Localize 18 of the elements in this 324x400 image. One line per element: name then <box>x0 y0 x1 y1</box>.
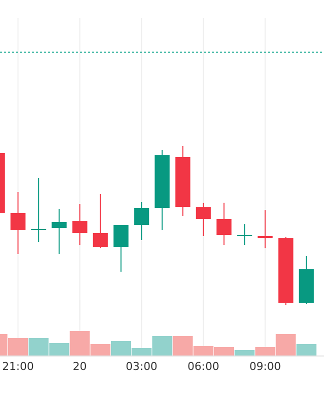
x-tick-label: 03:00 <box>126 360 158 373</box>
bar <box>234 350 255 356</box>
candlestick <box>196 202 211 236</box>
candlestick <box>114 224 128 272</box>
candlestick <box>134 201 150 240</box>
x-tick-label: 21:00 <box>2 360 34 373</box>
candlestick <box>237 224 252 246</box>
x-tick-label: 09:00 <box>249 360 282 373</box>
x-tick-label: 06:00 <box>188 360 220 373</box>
candlestick <box>52 208 67 254</box>
candlestick <box>92 194 108 249</box>
candlestick <box>216 202 232 246</box>
bar <box>296 344 316 356</box>
candlestick <box>10 191 26 254</box>
x-tick-label: 20 <box>72 360 87 373</box>
candlestick <box>258 210 273 249</box>
candlestick <box>72 204 88 246</box>
candlestick <box>31 177 46 243</box>
